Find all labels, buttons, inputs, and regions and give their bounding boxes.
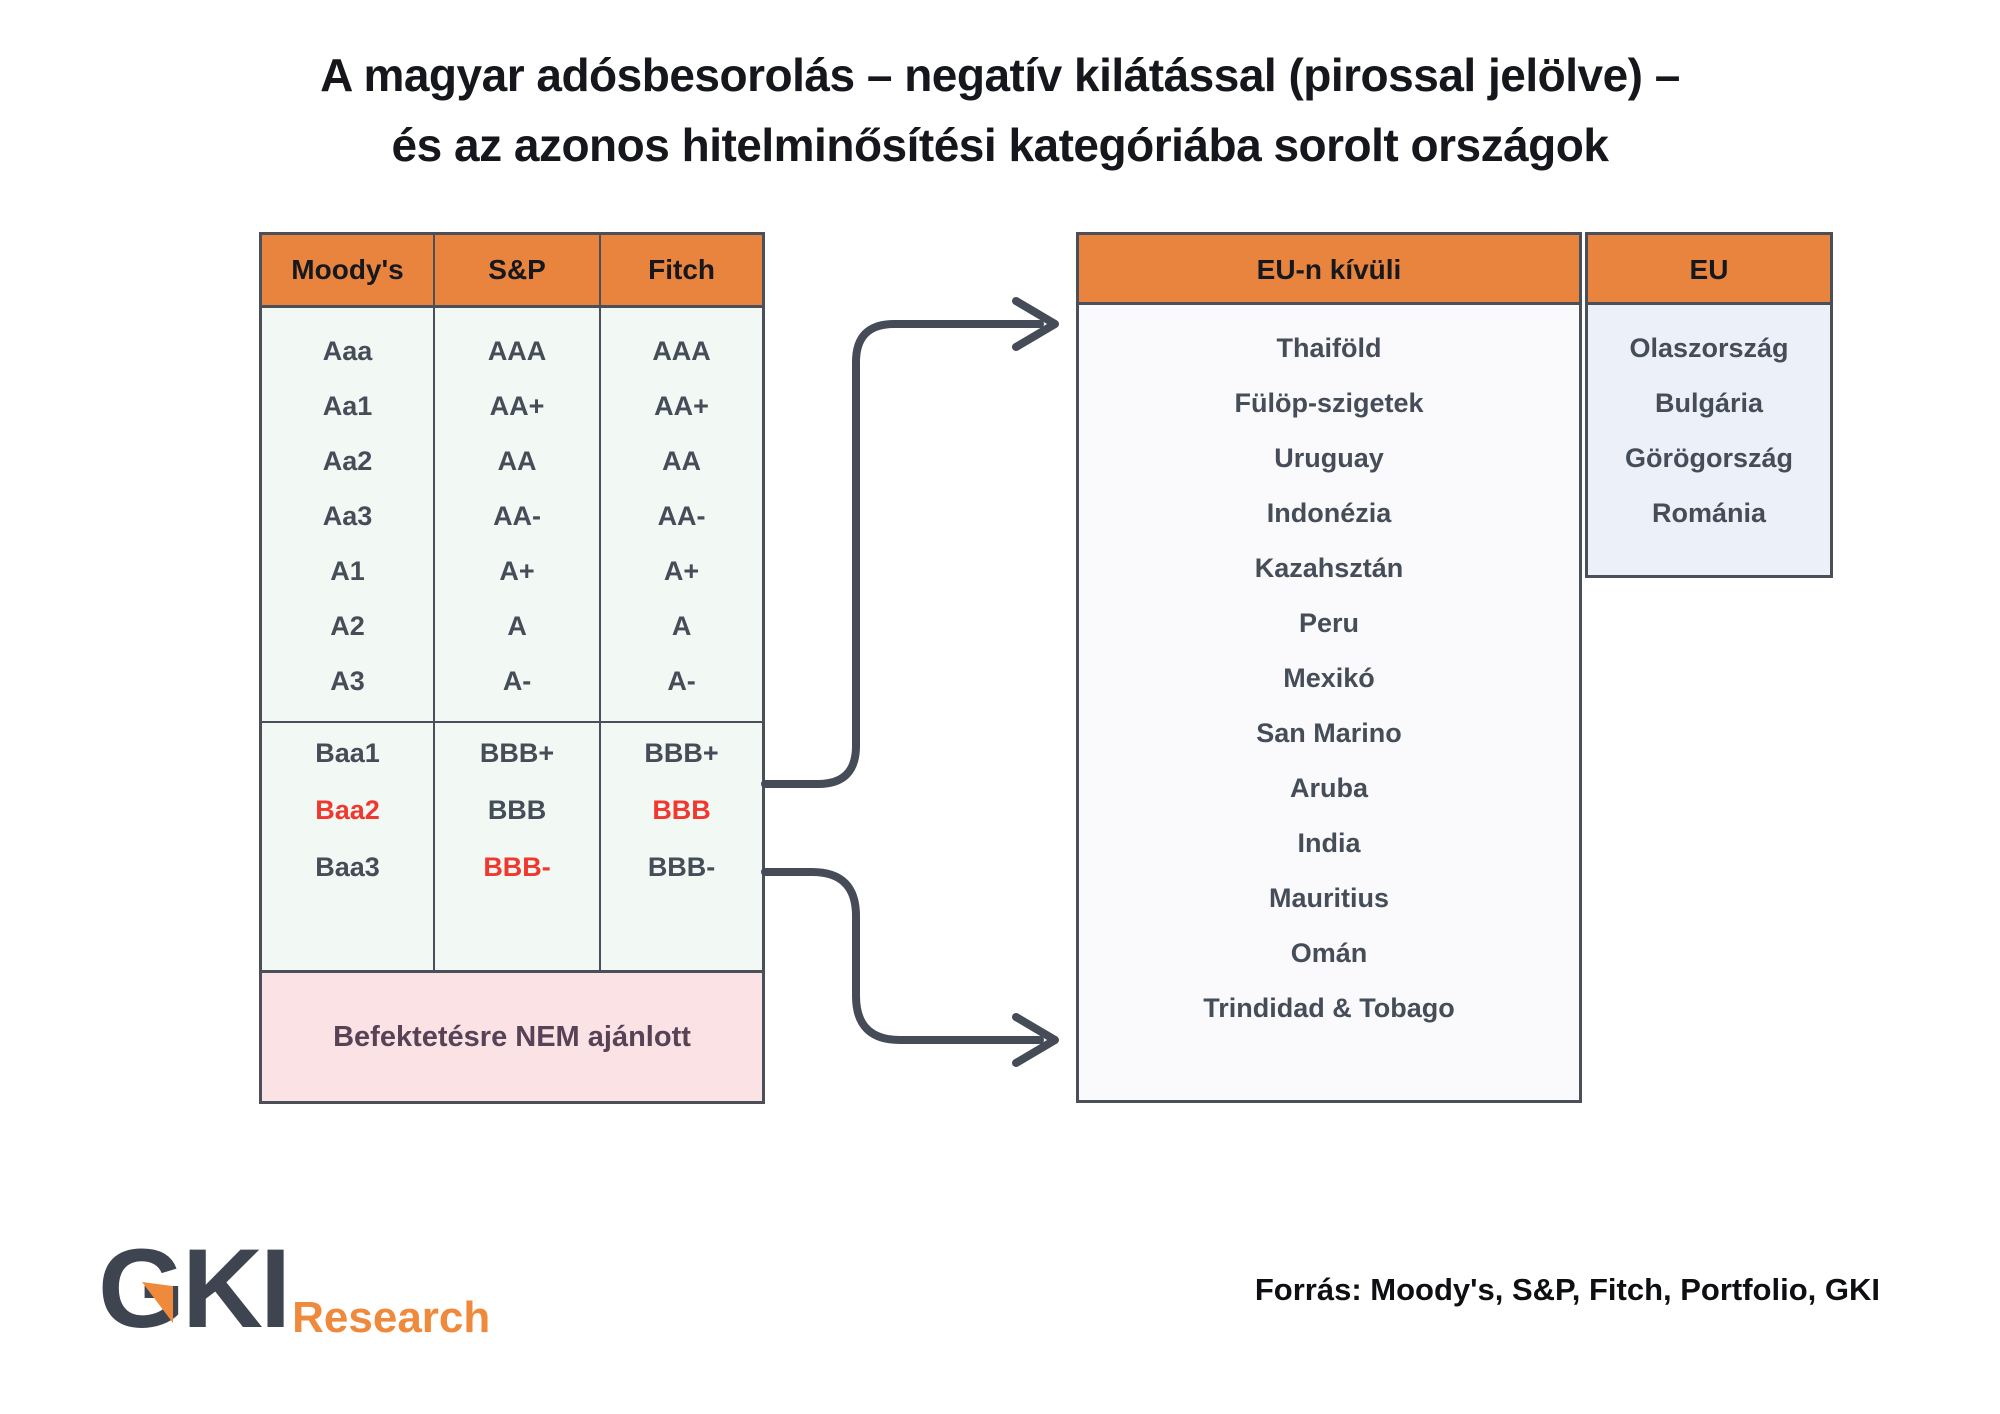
rating-cell: A xyxy=(507,611,527,641)
rating-cell: AA- xyxy=(493,501,542,531)
rating-cell: AAA xyxy=(487,336,547,366)
non-eu-table-header: EU-n kívüli xyxy=(1079,235,1579,305)
page-title-line2: és az azonos hitelminősítési kategóriába… xyxy=(391,119,1609,171)
rating-column: AAA AA+ AA AA- A+ A A- BBB+ BBB BBB- xyxy=(433,308,600,970)
ratings-table-body: Aaa Aa1 Aa2 Aa3 A1 A2 A3 Baa1 Baa2 Baa3 AAA AA+ AA AA… xyxy=(262,308,762,970)
rating-cell: BBB- xyxy=(647,852,716,882)
page-title-line1: A magyar adósbesorolás – negatív kilátás… xyxy=(320,49,1680,101)
page-title: A magyar adósbesorolás – negatív kilátás… xyxy=(0,40,2000,180)
rating-cell: Baa1 xyxy=(315,738,380,768)
rating-cell: BBB xyxy=(487,795,547,825)
source-note: Forrás: Moody's, S&P, Fitch, Portfolio, … xyxy=(1254,1272,1880,1307)
eu-table-header: EU xyxy=(1588,235,1830,305)
ratings-header-fitch: Fitch xyxy=(599,235,762,305)
non-eu-country-list: Thaiföld Fülöp-szigetek Uruguay Indonézia Ka… xyxy=(1079,305,1579,1100)
country-item: Fülöp-szigetek xyxy=(1234,388,1424,418)
rating-cell: Baa2 xyxy=(315,795,380,825)
rating-cell: A- xyxy=(667,666,696,696)
rating-cell: BBB xyxy=(652,795,711,825)
arrow-upper-line xyxy=(761,320,1044,788)
country-item: Mexikó xyxy=(1283,663,1375,693)
ratings-header-sp: S&P xyxy=(433,235,599,305)
rating-cell: A+ xyxy=(499,556,535,586)
country-item: Trindidad & Tobago xyxy=(1203,993,1455,1023)
country-item: Thaiföld xyxy=(1276,333,1382,363)
country-item: Peru xyxy=(1298,608,1360,638)
ratings-table-header: Moody's S&P Fitch xyxy=(262,235,762,308)
eu-table: EU Olaszország Bulgária Görögország Románia xyxy=(1585,232,1833,578)
rating-cell: A1 xyxy=(330,556,365,586)
rating-cell: A- xyxy=(502,666,532,696)
rating-cell: AA xyxy=(662,446,702,476)
country-item: India xyxy=(1297,828,1361,858)
rating-cell: A2 xyxy=(330,611,365,641)
gki-logo-text: GKI xyxy=(98,1226,291,1352)
arrow-upper-head-icon xyxy=(1012,297,1059,351)
arrow-lower-head-icon xyxy=(1012,1013,1059,1067)
rating-cell: Aa3 xyxy=(322,501,373,531)
ratings-header-moodys: Moody's xyxy=(291,254,404,285)
country-item: Kazahsztán xyxy=(1254,553,1404,583)
rating-cell: Aa1 xyxy=(322,391,373,421)
rating-cell: AA xyxy=(497,446,537,476)
rating-cell: Baa3 xyxy=(315,852,380,882)
rating-cell: A+ xyxy=(663,556,700,586)
rating-cell: Aaa xyxy=(322,336,373,366)
rating-cell: AA+ xyxy=(654,391,709,421)
rating-cell: BBB+ xyxy=(479,738,555,768)
country-item: Indonézia xyxy=(1266,498,1392,528)
ratings-table: Moody's S&P Fitch Aaa Aa1 Aa2 Aa3 A1 A2 A3 Baa1… xyxy=(259,232,765,1104)
rating-cell: A3 xyxy=(330,666,365,696)
country-item: Mauritius xyxy=(1268,883,1389,913)
country-item: Görögország xyxy=(1624,443,1793,473)
rating-cell: AA- xyxy=(657,501,706,531)
gki-logo-subtext: Research xyxy=(292,1292,491,1342)
not-recommended-band: Befektetésre NEM ajánlott xyxy=(262,970,762,1101)
rating-cell: Aa2 xyxy=(322,446,373,476)
non-eu-table: EU-n kívüli Thaiföld Fülöp-szigetek Urugua… xyxy=(1076,232,1582,1103)
gki-logo: GKI Research xyxy=(98,1226,491,1352)
country-item: Omán xyxy=(1290,938,1368,968)
country-item: San Marino xyxy=(1256,718,1402,748)
arrow-lower-line xyxy=(761,868,1044,1044)
country-item: Olaszország xyxy=(1629,333,1789,363)
rating-column: Aaa Aa1 Aa2 Aa3 A1 A2 A3 Baa1 Baa2 Baa3 xyxy=(262,308,433,970)
rating-cell: A xyxy=(671,611,692,641)
rating-cell: AAA xyxy=(652,336,711,366)
rating-cell: BBB- xyxy=(483,852,551,882)
rating-cell: BBB+ xyxy=(644,738,719,768)
country-item: Románia xyxy=(1651,498,1767,528)
country-item: Uruguay xyxy=(1274,443,1384,473)
country-item: Bulgária xyxy=(1654,388,1764,418)
rating-cell: AA+ xyxy=(489,391,545,421)
rating-column: AAA AA+ AA AA- A+ A A- BBB+ BBB BBB- xyxy=(599,308,762,970)
eu-country-list: Olaszország Bulgária Görögország Románia xyxy=(1588,305,1830,575)
country-item: Aruba xyxy=(1289,773,1368,803)
